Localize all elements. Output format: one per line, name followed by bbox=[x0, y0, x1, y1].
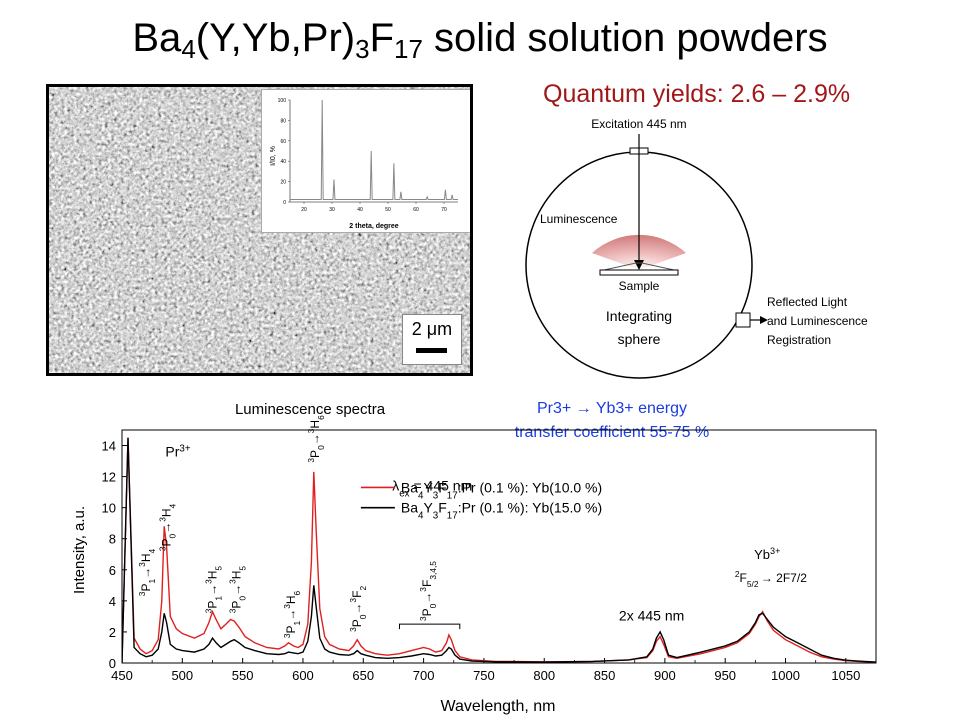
chart-ylabel: Intensity, a.u. bbox=[71, 506, 88, 594]
excitation-wavelength-label: λex = 445 nm bbox=[392, 478, 472, 500]
xrd-x-tick-label: 50 bbox=[385, 207, 391, 213]
x-tick-label: 900 bbox=[654, 668, 676, 683]
scale-bar bbox=[416, 348, 447, 353]
xrd-inset-plot: I/I0, % 2 theta, degree 0 20 40 60 80 100 20 30… bbox=[270, 98, 458, 230]
scale-box: 2 μm bbox=[402, 314, 462, 365]
x-tick-label: 950 bbox=[714, 668, 736, 683]
chart-title: Luminescence spectra bbox=[235, 401, 386, 418]
x-tick-label: 500 bbox=[171, 668, 193, 683]
x-tick-label: 800 bbox=[533, 668, 555, 683]
yb-transition-label: 2F5/2 → 2F7/2 bbox=[735, 569, 807, 589]
transition-label: 3P0→3H6 bbox=[306, 415, 326, 463]
x-tick-label: 1050 bbox=[831, 668, 860, 683]
y-tick-label: 0 bbox=[109, 656, 116, 671]
x-tick-label: 650 bbox=[352, 668, 374, 683]
y-tick-label: 10 bbox=[102, 501, 116, 516]
series-line-1 bbox=[122, 437, 876, 663]
excitation-label: Excitation 445 nm bbox=[591, 117, 686, 131]
luminescence-label: Luminescence bbox=[540, 212, 618, 226]
transition-label: 3P1→3H4 bbox=[137, 549, 157, 597]
xrd-y-tick-label: 100 bbox=[278, 98, 287, 104]
y-tick-label: 12 bbox=[102, 470, 116, 485]
scale-label: 2 μm bbox=[411, 319, 453, 339]
detector-arrowhead bbox=[760, 316, 768, 324]
transition-label: 3P0→3F3,4,5 bbox=[418, 561, 438, 621]
integrating-sphere-diagram: Excitation 445 nm Luminescence Sample In… bbox=[525, 117, 868, 379]
x-tick-label: 850 bbox=[594, 668, 616, 683]
slide-title: Ba4(Y,Yb,Pr)3F17 solid solution powders bbox=[132, 16, 828, 64]
reflected-label-line3: Registration bbox=[767, 333, 831, 347]
xrd-inset: I/I0, % 2 theta, degree 0 20 40 60 80 100 20 30… bbox=[261, 89, 470, 233]
transition-label: 3P1→3H5 bbox=[203, 566, 223, 614]
reflected-label-line2: and Luminescence bbox=[767, 314, 868, 328]
xrd-y-tick-label: 20 bbox=[280, 180, 286, 186]
y-tick-label: 6 bbox=[109, 563, 116, 578]
reflected-label-line1: Reflected Light bbox=[767, 295, 848, 309]
xrd-y-tick-label: 0 bbox=[283, 200, 286, 206]
sem-micrograph: I/I0, % 2 theta, degree 0 20 40 60 80 100 20 30… bbox=[46, 84, 473, 376]
x-tick-label: 450 bbox=[111, 668, 133, 683]
sphere-label-line2: sphere bbox=[618, 331, 661, 347]
xrd-x-tick-label: 20 bbox=[301, 207, 307, 213]
legend-label-1: Ba4Y3F17:Pr (0.1 %): Yb(10.0 %) bbox=[401, 479, 602, 501]
chart-xlabel: Wavelength, nm bbox=[440, 698, 555, 715]
xrd-pattern-line bbox=[290, 99, 458, 200]
sample-mound bbox=[603, 262, 675, 271]
xrd-ylabel: I/I0, % bbox=[270, 146, 277, 166]
transition-label: 3P0→3F2 bbox=[348, 586, 368, 632]
transition-label: 3P0→3H5 bbox=[228, 566, 248, 614]
xrd-x-tick-label: 70 bbox=[441, 207, 447, 213]
xrd-y-tick-label: 40 bbox=[280, 159, 286, 165]
energy-transfer-line2: transfer coefficient 55-75 % bbox=[515, 424, 709, 441]
xrd-x-tick-label: 30 bbox=[329, 207, 335, 213]
sphere-label-line1: Integrating bbox=[606, 308, 672, 324]
y-tick-label: 14 bbox=[102, 439, 116, 454]
x-tick-label: 700 bbox=[413, 668, 435, 683]
xrd-xlabel: 2 theta, degree bbox=[349, 223, 399, 230]
sample-holder bbox=[599, 269, 679, 276]
quantum-yield-title: Quantum yields: 2.6 – 2.9% bbox=[543, 80, 851, 108]
xrd-x-tick-label: 40 bbox=[357, 207, 363, 213]
x-tick-label: 750 bbox=[473, 668, 495, 683]
y-tick-label: 8 bbox=[109, 532, 116, 547]
x-tick-label: 600 bbox=[292, 668, 314, 683]
xrd-y-tick-label: 80 bbox=[280, 118, 286, 124]
x-tick-label: 1000 bbox=[771, 668, 800, 683]
luminescence-spectra-chart: Luminescence spectra Intensity, a.u. Wav… bbox=[71, 400, 877, 715]
transition-bracket bbox=[398, 623, 461, 630]
y-tick-label: 2 bbox=[109, 625, 116, 640]
pr-ion-label: Pr3+ bbox=[165, 443, 190, 460]
second-order-label: 2x 445 nm bbox=[619, 607, 684, 623]
series-line-2 bbox=[122, 437, 876, 663]
xrd-x-tick-label: 60 bbox=[413, 207, 419, 213]
x-tick-label: 550 bbox=[232, 668, 254, 683]
energy-transfer-line1: Pr3+ → Yb3+ energy bbox=[537, 400, 687, 417]
legend-label-2: Ba4Y3F17:Pr (0.1 %): Yb(15.0 %) bbox=[401, 500, 602, 522]
transition-label: 3P1→3H6 bbox=[282, 590, 302, 638]
plot-frame bbox=[121, 429, 877, 664]
xrd-y-tick-label: 60 bbox=[280, 139, 286, 145]
sample-label: Sample bbox=[619, 279, 660, 293]
transition-label: 3P0→3H4 bbox=[158, 503, 178, 551]
detector-port bbox=[735, 312, 751, 328]
yb-ion-label: Yb3+ bbox=[754, 546, 780, 562]
y-tick-label: 4 bbox=[109, 594, 116, 609]
